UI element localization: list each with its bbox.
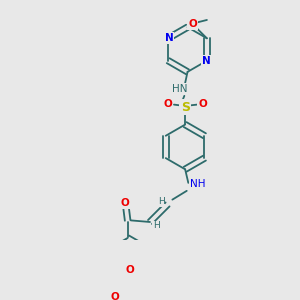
Text: O: O [188, 19, 197, 29]
Text: H: H [153, 221, 160, 230]
Text: N: N [202, 56, 211, 66]
Text: O: O [120, 198, 129, 208]
Text: H: H [158, 197, 165, 206]
Text: N: N [165, 33, 173, 43]
Text: NH: NH [190, 179, 206, 190]
Text: S: S [181, 100, 190, 113]
Text: O: O [110, 292, 119, 300]
Text: O: O [125, 265, 134, 275]
Text: O: O [163, 99, 172, 109]
Text: HN: HN [172, 84, 187, 94]
Text: O: O [198, 99, 207, 109]
